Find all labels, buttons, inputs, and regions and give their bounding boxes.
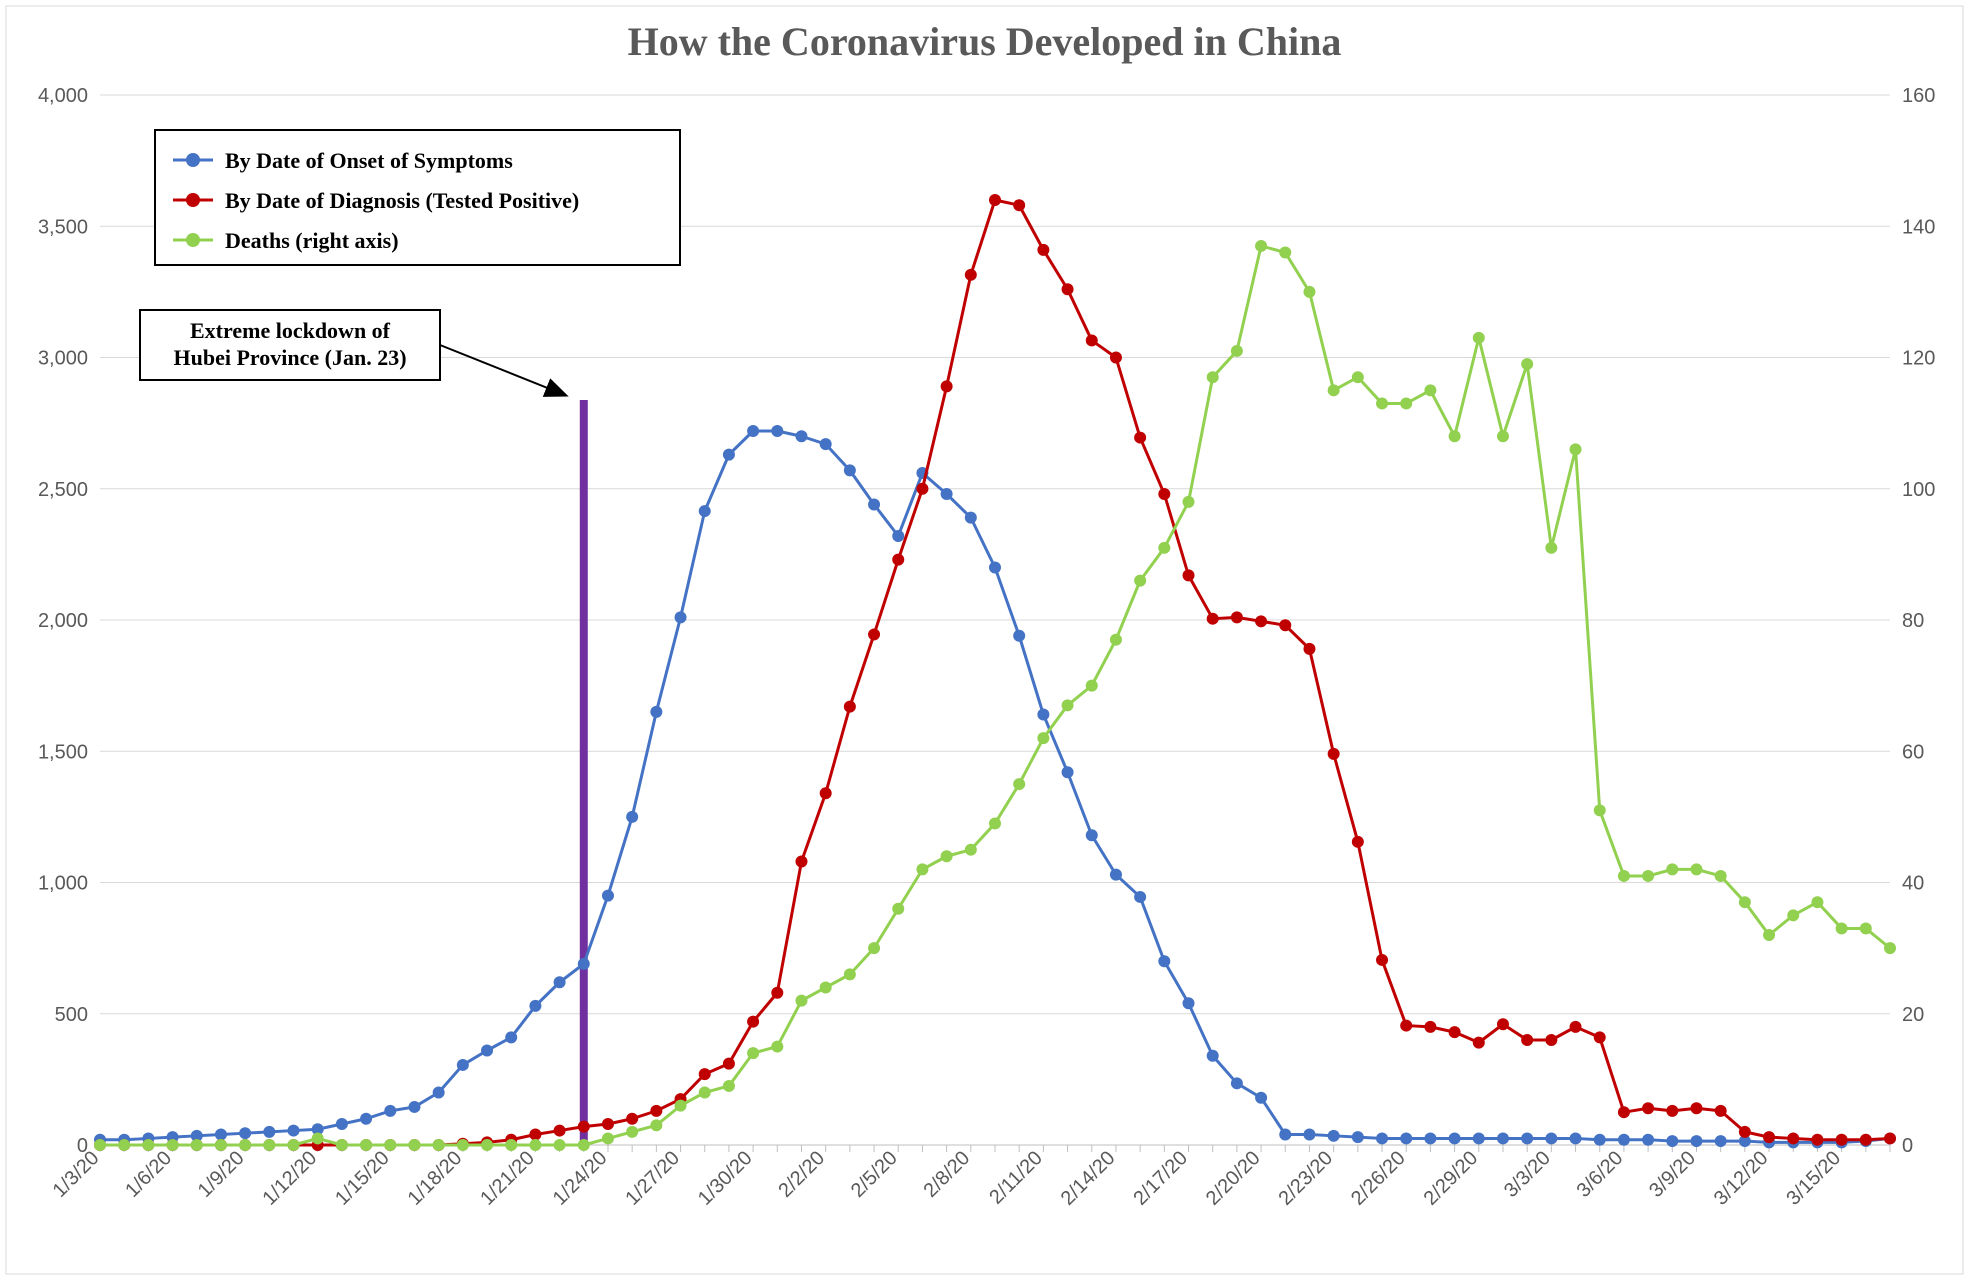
x-tick-label: 2/20/20 [1202, 1147, 1265, 1210]
x-tick-label: 1/27/20 [621, 1147, 684, 1210]
y-left-tick-label: 2,500 [38, 479, 88, 501]
y-left-tick-label: 500 [55, 1004, 88, 1026]
y-right-tick-label: 140 [1902, 216, 1935, 238]
x-tick-label: 1/18/20 [404, 1147, 467, 1210]
y-left-tick-label: 1,000 [38, 873, 88, 895]
y-right-tick-label: 100 [1902, 479, 1935, 501]
x-tick-label: 1/15/20 [331, 1147, 394, 1210]
y-left-tick-label: 3,500 [38, 216, 88, 238]
x-tick-label: 2/5/20 [847, 1147, 902, 1202]
x-tick-label: 2/14/20 [1057, 1147, 1120, 1210]
legend-label: Deaths (right axis) [225, 228, 399, 253]
x-tick-label: 1/21/20 [476, 1147, 539, 1210]
series-markers-0 [94, 425, 1896, 1148]
chart-title: How the Coronavirus Developed in China [628, 19, 1342, 64]
x-tick-label: 3/9/20 [1645, 1147, 1700, 1202]
y-left-tick-label: 4,000 [38, 85, 88, 107]
x-tick-label: 3/3/20 [1500, 1147, 1555, 1202]
legend-marker-dot [186, 153, 200, 167]
legend-marker-dot [186, 233, 200, 247]
x-tick-label: 2/17/20 [1129, 1147, 1192, 1210]
annotation-text-1: Extreme lockdown of [190, 318, 391, 343]
y-right-tick-label: 60 [1902, 741, 1924, 763]
y-left-tick-label: 1,500 [38, 741, 88, 763]
x-tick-label: 2/26/20 [1347, 1147, 1410, 1210]
y-right-tick-label: 40 [1902, 873, 1924, 895]
y-right-tick-label: 160 [1902, 85, 1935, 107]
y-right-tick-label: 0 [1902, 1135, 1913, 1157]
y-right-tick-label: 20 [1902, 1004, 1924, 1026]
x-tick-label: 1/9/20 [194, 1147, 249, 1202]
x-tick-label: 1/12/20 [258, 1147, 321, 1210]
x-tick-label: 2/23/20 [1274, 1147, 1337, 1210]
x-axis-labels: 1/3/201/6/201/9/201/12/201/15/201/18/201… [49, 1145, 1890, 1210]
series-line-0 [100, 431, 1890, 1142]
x-tick-label: 2/2/20 [774, 1147, 829, 1202]
chart-svg: 1/3/201/6/201/9/201/12/201/15/201/18/201… [0, 0, 1969, 1280]
legend-label: By Date of Diagnosis (Tested Positive) [225, 188, 579, 213]
y-left-tick-label: 0 [77, 1135, 88, 1157]
y-left-tick-label: 2,000 [38, 610, 88, 632]
chart-container: 1/3/201/6/201/9/201/12/201/15/201/18/201… [0, 0, 1969, 1280]
x-tick-label: 3/6/20 [1573, 1147, 1628, 1202]
x-tick-label: 1/24/20 [549, 1147, 612, 1210]
y-right-tick-label: 120 [1902, 348, 1935, 370]
x-tick-label: 2/29/20 [1420, 1147, 1483, 1210]
annotation-text-2: Hubei Province (Jan. 23) [173, 345, 406, 370]
y-left-labels: 0 500 1,000 1,500 2,000 2,500 3,000 3,500 4,000 [38, 85, 88, 1157]
x-tick-label: 3/12/20 [1710, 1147, 1773, 1210]
x-tick-label: 1/30/20 [694, 1147, 757, 1210]
x-tick-label: 1/6/20 [121, 1147, 176, 1202]
y-left-tick-label: 3,000 [38, 348, 88, 370]
y-right-labels: 0 20 40 60 80 100 120 140 160 [1902, 85, 1935, 1157]
annotation-arrow [440, 345, 565, 395]
x-tick-label: 2/8/20 [919, 1147, 974, 1202]
legend-label: By Date of Onset of Symptoms [225, 148, 513, 173]
y-right-tick-label: 80 [1902, 610, 1924, 632]
x-tick-label: 3/15/20 [1782, 1147, 1845, 1210]
legend-marker-dot [186, 193, 200, 207]
x-tick-label: 2/11/20 [985, 1147, 1047, 1209]
